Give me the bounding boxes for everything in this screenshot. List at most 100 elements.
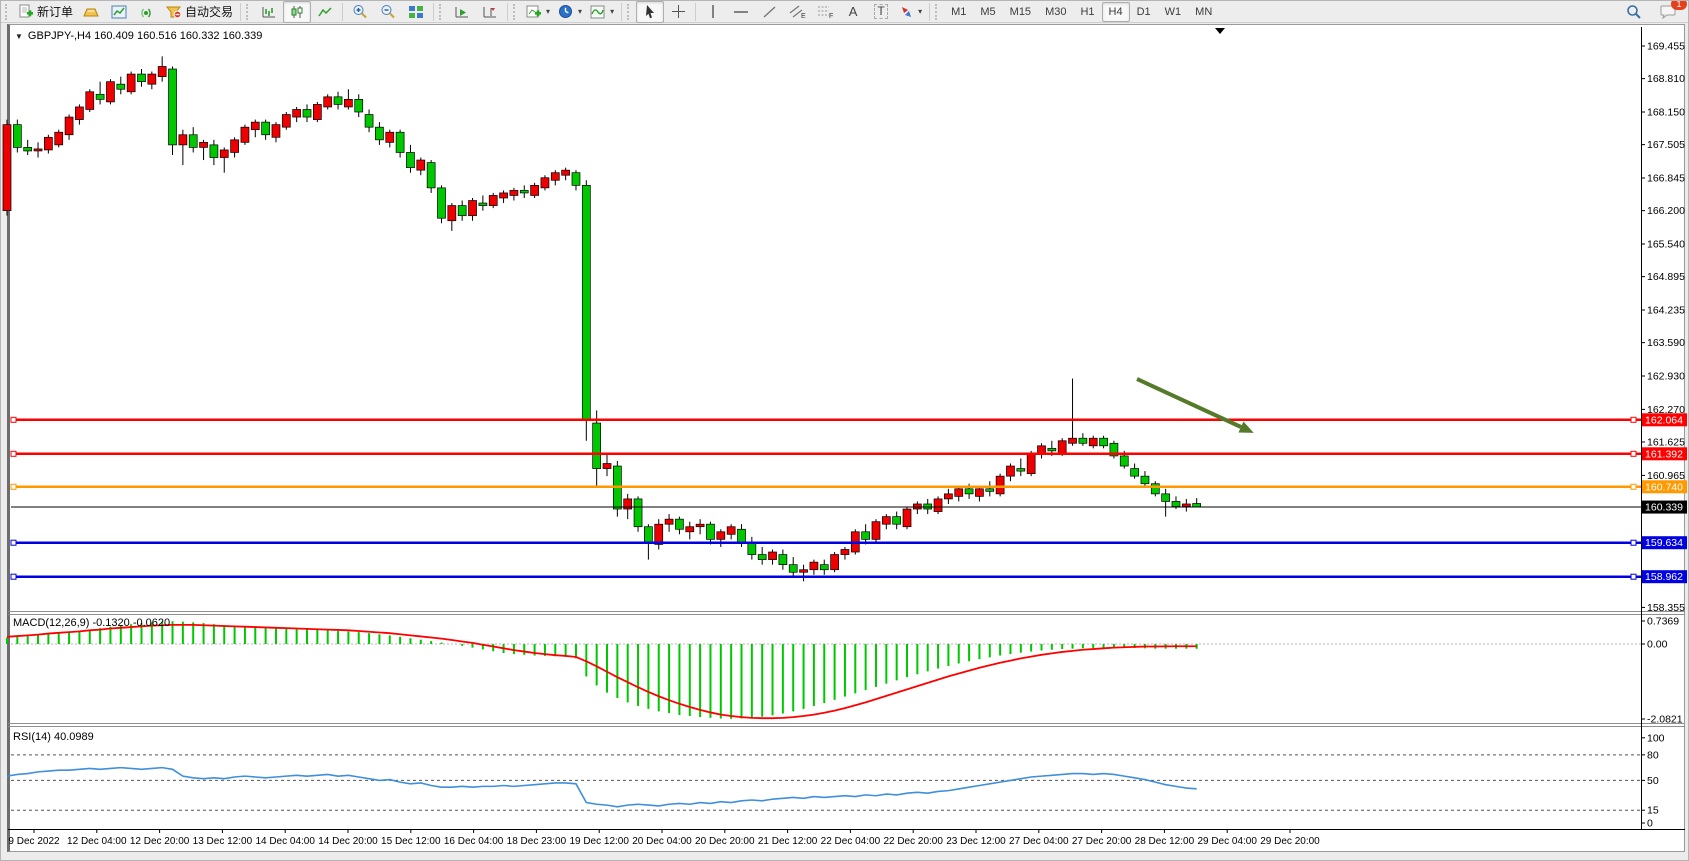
label-tool-icon: T: [874, 4, 888, 19]
auto-scroll-button[interactable]: [448, 1, 476, 23]
line-handle[interactable]: [10, 573, 17, 580]
shift-marker-icon[interactable]: [1215, 28, 1225, 34]
svg-text:160.740: 160.740: [1645, 481, 1683, 493]
svg-text:0.00: 0.00: [1647, 639, 1668, 651]
toolbar-grip[interactable]: [627, 3, 632, 20]
timeframe-M1[interactable]: M1: [951, 5, 967, 18]
notifications-button[interactable]: 1: [1654, 1, 1687, 23]
time-axis: 9 Dec 2022 12 Dec 04:00 12 Dec 20:00 13 Dec…: [8, 829, 1320, 847]
svg-text:E: E: [801, 13, 806, 19]
zoom-in-button[interactable]: [346, 1, 374, 23]
toolbar-grip[interactable]: [439, 3, 444, 20]
line-handle[interactable]: [1630, 573, 1637, 580]
crosshair-tool-button[interactable]: [664, 1, 692, 23]
svg-text:29 Dec 04:00: 29 Dec 04:00: [1197, 836, 1257, 847]
price-axis: 169.455 168.810 168.150 167.505 166.845 166.2…: [1641, 41, 1685, 830]
bar-chart-mode-button[interactable]: [255, 1, 283, 23]
dropdown-arrow-icon: ▾: [546, 7, 551, 16]
line-handle[interactable]: [10, 416, 17, 423]
vertical-line-tool-button[interactable]: [699, 1, 727, 23]
zoom-in-icon: [353, 5, 367, 19]
dropdown-arrow-icon: ▾: [918, 7, 923, 16]
signals-button[interactable]: [133, 1, 161, 23]
svg-text:20 Dec 04:00: 20 Dec 04:00: [632, 836, 692, 847]
signal-icon: [141, 8, 151, 17]
zoom-out-button[interactable]: [374, 1, 402, 23]
new-order-button[interactable]: 新订单: [14, 1, 77, 23]
market-watch-button[interactable]: [105, 1, 133, 23]
toolbar-grip[interactable]: [935, 3, 940, 20]
timeframe-M30[interactable]: M30: [1045, 5, 1067, 18]
collapse-arrow-icon[interactable]: ▼: [15, 31, 23, 41]
arrows-tool-button[interactable]: ▾: [895, 1, 926, 23]
channel-tool-button[interactable]: E: [783, 1, 811, 23]
dropdown-arrow-icon: ▾: [610, 7, 615, 16]
line-handle[interactable]: [1630, 450, 1637, 457]
autotrade-button[interactable]: 自动交易: [161, 1, 237, 23]
line-handle[interactable]: [1630, 416, 1637, 423]
history-center-button[interactable]: [77, 1, 105, 23]
svg-text:166.200: 166.200: [1647, 205, 1685, 217]
search-button[interactable]: [1620, 1, 1648, 23]
arrow-annotation[interactable]: [1136, 377, 1254, 433]
chart-shift-button[interactable]: [476, 1, 504, 23]
svg-text:162.930: 162.930: [1647, 371, 1685, 383]
svg-text:14 Dec 04:00: 14 Dec 04:00: [255, 836, 315, 847]
toolbar-grip[interactable]: [246, 3, 251, 20]
svg-text:22 Dec 04:00: 22 Dec 04:00: [821, 836, 881, 847]
fibonacci-tool-button[interactable]: F: [811, 1, 839, 23]
timeframe-MN[interactable]: MN: [1195, 5, 1213, 18]
tile-windows-button[interactable]: [402, 1, 430, 23]
price-badge: [1642, 500, 1687, 514]
timeframe-M5[interactable]: M5: [980, 5, 996, 18]
line-handle[interactable]: [10, 483, 17, 490]
candlestick-mode-button[interactable]: [283, 1, 312, 23]
text-tool-button[interactable]: A: [839, 1, 867, 23]
hlines-layer: 162.064 161.392 160.740 160.339 159.634 158.9…: [10, 413, 1687, 584]
text-label-tool-button[interactable]: T: [867, 1, 895, 23]
bar-chart-icon: [262, 6, 276, 17]
new-order-icon: [19, 4, 33, 17]
cursor-tool-button[interactable]: [636, 1, 665, 23]
new-chart-button[interactable]: ▾: [522, 1, 554, 23]
toolbar-separator: [433, 2, 435, 21]
new-chart-icon: [526, 5, 542, 17]
timeframe-H4[interactable]: H4: [1101, 1, 1130, 22]
svg-text:20 Dec 20:00: 20 Dec 20:00: [695, 836, 755, 847]
line-chart-icon: [318, 6, 332, 16]
indicators-button[interactable]: ▾: [586, 1, 618, 23]
toolbar-grip[interactable]: [513, 3, 518, 20]
candles-layer: [2, 56, 1202, 582]
toolbar-separator: [507, 2, 509, 21]
dropdown-arrow-icon: ▾: [578, 7, 583, 16]
svg-text:23 Dec 12:00: 23 Dec 12:00: [946, 836, 1006, 847]
svg-text:164.235: 164.235: [1647, 305, 1685, 317]
svg-text:13 Dec 12:00: 13 Dec 12:00: [193, 836, 253, 847]
line-handle[interactable]: [1630, 483, 1637, 490]
horizontal-line-tool-button[interactable]: [727, 1, 755, 23]
svg-text:F: F: [829, 13, 833, 19]
line-chart-mode-button[interactable]: [311, 1, 339, 23]
macd-layer: [6, 621, 1198, 720]
svg-text:27 Dec 20:00: 27 Dec 20:00: [1072, 836, 1132, 847]
svg-text:159.634: 159.634: [1645, 537, 1683, 549]
crosshair-icon: [671, 5, 685, 18]
svg-text:15: 15: [1647, 805, 1659, 817]
line-handle[interactable]: [1630, 539, 1637, 546]
timeframe-H1[interactable]: H1: [1080, 5, 1095, 18]
line-handle[interactable]: [10, 450, 17, 457]
chart-area[interactable]: [7, 24, 1685, 852]
search-icon: [1627, 4, 1641, 19]
timeframe-M15[interactable]: M15: [1009, 5, 1032, 18]
svg-text:168.810: 168.810: [1647, 73, 1685, 85]
svg-text:168.150: 168.150: [1647, 107, 1685, 119]
toolbar-grip[interactable]: [5, 3, 10, 20]
profiles-button[interactable]: ▾: [554, 1, 586, 23]
timeframe-W1[interactable]: W1: [1164, 5, 1182, 18]
chart-shift-icon: [483, 6, 497, 17]
trendline-tool-button[interactable]: [755, 1, 783, 23]
new-order-label: 新订单: [37, 5, 74, 19]
line-handle[interactable]: [10, 539, 17, 546]
timeframe-D1[interactable]: D1: [1136, 5, 1151, 18]
